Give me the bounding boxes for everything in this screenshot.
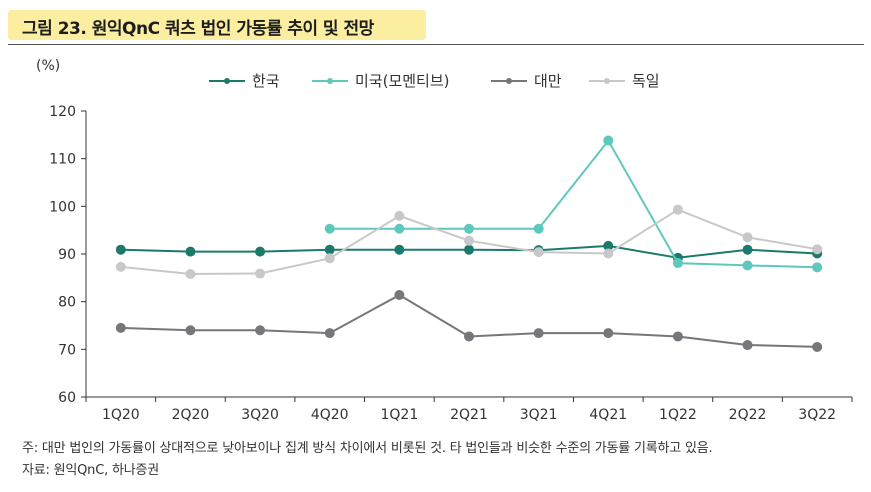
y-tick-label: 60 <box>58 390 76 406</box>
data-point <box>742 340 753 351</box>
x-tick-label: 1Q20 <box>102 407 140 423</box>
data-point <box>394 289 405 300</box>
data-point <box>603 248 614 259</box>
x-tick-label: 4Q21 <box>589 407 627 423</box>
series-line-1 <box>329 138 818 269</box>
data-point <box>464 235 474 246</box>
chart-title: 그림 23. 원익QnC 쿼츠 법인 가동률 추이 및 전망 <box>22 19 374 39</box>
title-divider <box>8 44 864 45</box>
x-tick-label: 2Q20 <box>172 407 210 423</box>
chart-legend: 한국 미국(모멘티브) 대만 독일 <box>0 70 871 92</box>
data-point <box>672 331 683 342</box>
legend-item-korea: 한국 <box>208 70 280 91</box>
data-point <box>672 204 683 215</box>
legend-item-germany: 독일 <box>588 70 660 91</box>
footnote: 주: 대만 법인의 가동률이 상대적으로 낮아보이나 집계 방식 차이에서 비롯… <box>22 441 713 456</box>
data-point <box>603 328 614 339</box>
data-point <box>603 135 614 146</box>
data-point <box>324 253 335 264</box>
data-point <box>185 325 196 336</box>
data-point <box>533 328 544 339</box>
legend-marker-icon <box>589 77 625 84</box>
legend-marker-icon <box>312 77 348 84</box>
legend-label: 독일 <box>632 72 660 90</box>
legend-item-taiwan: 대만 <box>490 70 562 91</box>
data-point <box>255 325 266 336</box>
y-tick-label: 80 <box>58 295 76 311</box>
data-point <box>742 244 753 255</box>
data-point <box>324 223 335 234</box>
x-tick-label: 3Q22 <box>798 407 836 423</box>
legend-marker-icon <box>491 77 527 84</box>
data-point <box>464 244 474 255</box>
data-point <box>394 210 405 221</box>
data-point <box>533 223 544 234</box>
x-tick-label: 4Q20 <box>311 407 349 423</box>
title-highlight <box>8 10 426 40</box>
data-point <box>603 240 614 251</box>
legend-label: 대만 <box>534 72 562 90</box>
y-axis-unit-label: (%) <box>36 58 61 74</box>
data-point <box>812 244 823 255</box>
x-tick-label: 3Q21 <box>520 407 558 423</box>
y-tick-label: 120 <box>49 104 76 120</box>
data-point <box>115 261 126 272</box>
x-tick-label: 2Q21 <box>450 407 488 423</box>
data-point <box>185 269 196 280</box>
data-point <box>324 328 335 339</box>
source-note: 자료: 원익QnC, 하나증권 <box>22 463 160 478</box>
data-point <box>115 322 126 333</box>
data-point <box>812 262 823 273</box>
y-tick-label: 90 <box>58 247 76 263</box>
data-point <box>464 331 474 342</box>
data-point <box>115 244 126 255</box>
legend-label: 미국(모멘티브) <box>355 72 450 90</box>
data-point <box>394 244 405 255</box>
data-point <box>464 223 474 234</box>
data-point <box>742 260 753 271</box>
data-point <box>185 246 196 257</box>
x-tick-label: 1Q21 <box>380 407 418 423</box>
data-point <box>255 268 266 279</box>
line-chart: 60 70 80 90 100 110 120 1Q20 2Q20 3Q20 4Q20 1Q21 2Q2… <box>49 104 853 423</box>
data-point <box>742 232 753 243</box>
x-tick-label: 1Q22 <box>659 407 697 423</box>
data-point <box>255 246 266 257</box>
x-tick-label: 3Q20 <box>241 407 279 423</box>
data-point <box>324 244 335 255</box>
y-tick-label: 70 <box>58 342 76 358</box>
x-tick-label: 2Q22 <box>729 407 767 423</box>
y-tick-label: 110 <box>49 152 76 168</box>
legend-label: 한국 <box>252 72 280 90</box>
data-point <box>533 247 544 258</box>
data-point <box>812 341 823 352</box>
y-tick-label: 100 <box>49 199 76 215</box>
data-point <box>672 258 683 269</box>
legend-marker-icon <box>209 77 245 84</box>
data-point <box>394 223 405 234</box>
legend-item-usa: 미국(모멘티브) <box>311 70 450 91</box>
